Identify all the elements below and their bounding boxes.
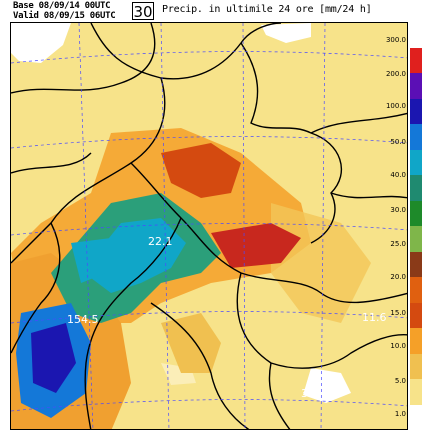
legend-tick-label: 5.0 xyxy=(394,377,406,385)
legend-tick-label: 50.0 xyxy=(390,138,406,146)
grid-line xyxy=(11,399,407,412)
legend-swatch xyxy=(410,226,422,252)
border-line xyxy=(11,222,61,354)
max-value-label: 22.1 xyxy=(148,235,173,248)
precip-core-red-e xyxy=(211,223,301,268)
precip-band-east xyxy=(271,203,371,323)
legend-tick-labels: 300.0 200.0 100.0 50.0 40.0 30.0 25.0 20.0 15.0 1… xyxy=(380,22,408,430)
legend-swatch xyxy=(410,149,422,176)
legend-tick-label: 10.0 xyxy=(390,342,406,350)
border-line xyxy=(90,23,282,80)
max-value-label: 154.5 xyxy=(67,313,99,326)
forecast-step-box: 30 xyxy=(132,2,154,21)
lat-lon-grid xyxy=(11,23,407,429)
legend-swatch xyxy=(410,175,422,201)
dry-area-nw xyxy=(11,23,71,63)
grid-line xyxy=(160,23,170,429)
legend-tick-label: 200.0 xyxy=(385,70,406,78)
legend-swatch xyxy=(410,251,422,278)
color-legend xyxy=(408,22,432,431)
precip-core-cyan-w xyxy=(71,238,111,283)
grid-line xyxy=(11,136,407,149)
header: Base 08/09/14 00UTC Valid 08/09/15 06UTC… xyxy=(0,0,432,24)
precipitation-map: 22.1 154.5 11.6 3.6 xyxy=(10,22,408,430)
grid-line xyxy=(78,23,94,429)
grid-line xyxy=(11,51,407,64)
legend-tick-label: 30.0 xyxy=(390,206,406,214)
legend-swatch xyxy=(410,73,422,99)
border-line xyxy=(150,302,250,429)
precip-core-red-n xyxy=(161,143,241,198)
precip-core-darkblue xyxy=(31,323,76,393)
legend-swatch xyxy=(410,328,422,354)
legend-swatch xyxy=(410,98,422,125)
legend-tick-label: 20.0 xyxy=(390,273,406,281)
border-line xyxy=(84,217,182,429)
border-line xyxy=(330,192,407,199)
legend-swatch xyxy=(410,404,422,431)
dry-area-n xyxy=(261,23,311,43)
border-line xyxy=(236,272,407,369)
legend-tick-label: 40.0 xyxy=(390,171,406,179)
border-line xyxy=(310,112,407,134)
legend-swatch xyxy=(410,200,422,227)
border-line xyxy=(11,23,156,94)
grid-line xyxy=(242,23,246,429)
border-line xyxy=(11,77,166,264)
legend-tick-label: 300.0 xyxy=(385,36,406,44)
precip-core-cyan xyxy=(91,218,186,293)
border-line xyxy=(268,362,291,429)
legend-swatch xyxy=(410,277,422,303)
grid-line xyxy=(11,311,407,324)
legend-swatch xyxy=(410,124,422,150)
legend-swatch xyxy=(410,22,422,48)
legend-swatch xyxy=(410,302,422,329)
map-title: Precip. in ultimile 24 ore [mm/24 h] xyxy=(162,4,372,15)
grid-line xyxy=(11,223,407,236)
grid-line xyxy=(320,23,326,429)
country-borders xyxy=(11,23,407,429)
legend-tick-label: 15.0 xyxy=(390,309,406,317)
max-value-label: 3.6 xyxy=(301,387,319,400)
dry-area-se xyxy=(303,368,351,403)
legend-swatch xyxy=(410,353,422,380)
legend-tick-label: 1.0 xyxy=(394,410,406,418)
legend-swatch xyxy=(410,379,422,405)
legend-tick-label: 25.0 xyxy=(390,240,406,248)
border-line xyxy=(11,152,92,174)
valid-time-text: Valid 08/09/15 06UTC xyxy=(13,11,116,21)
precip-band-lt-orange xyxy=(161,313,221,373)
legend-tick-label: 100.0 xyxy=(385,102,406,110)
legend-swatch xyxy=(410,47,422,74)
max-value-label: 11.6 xyxy=(362,311,387,324)
map-canvas xyxy=(11,23,407,429)
base-time-text: Base 08/09/14 00UTC xyxy=(13,1,111,11)
